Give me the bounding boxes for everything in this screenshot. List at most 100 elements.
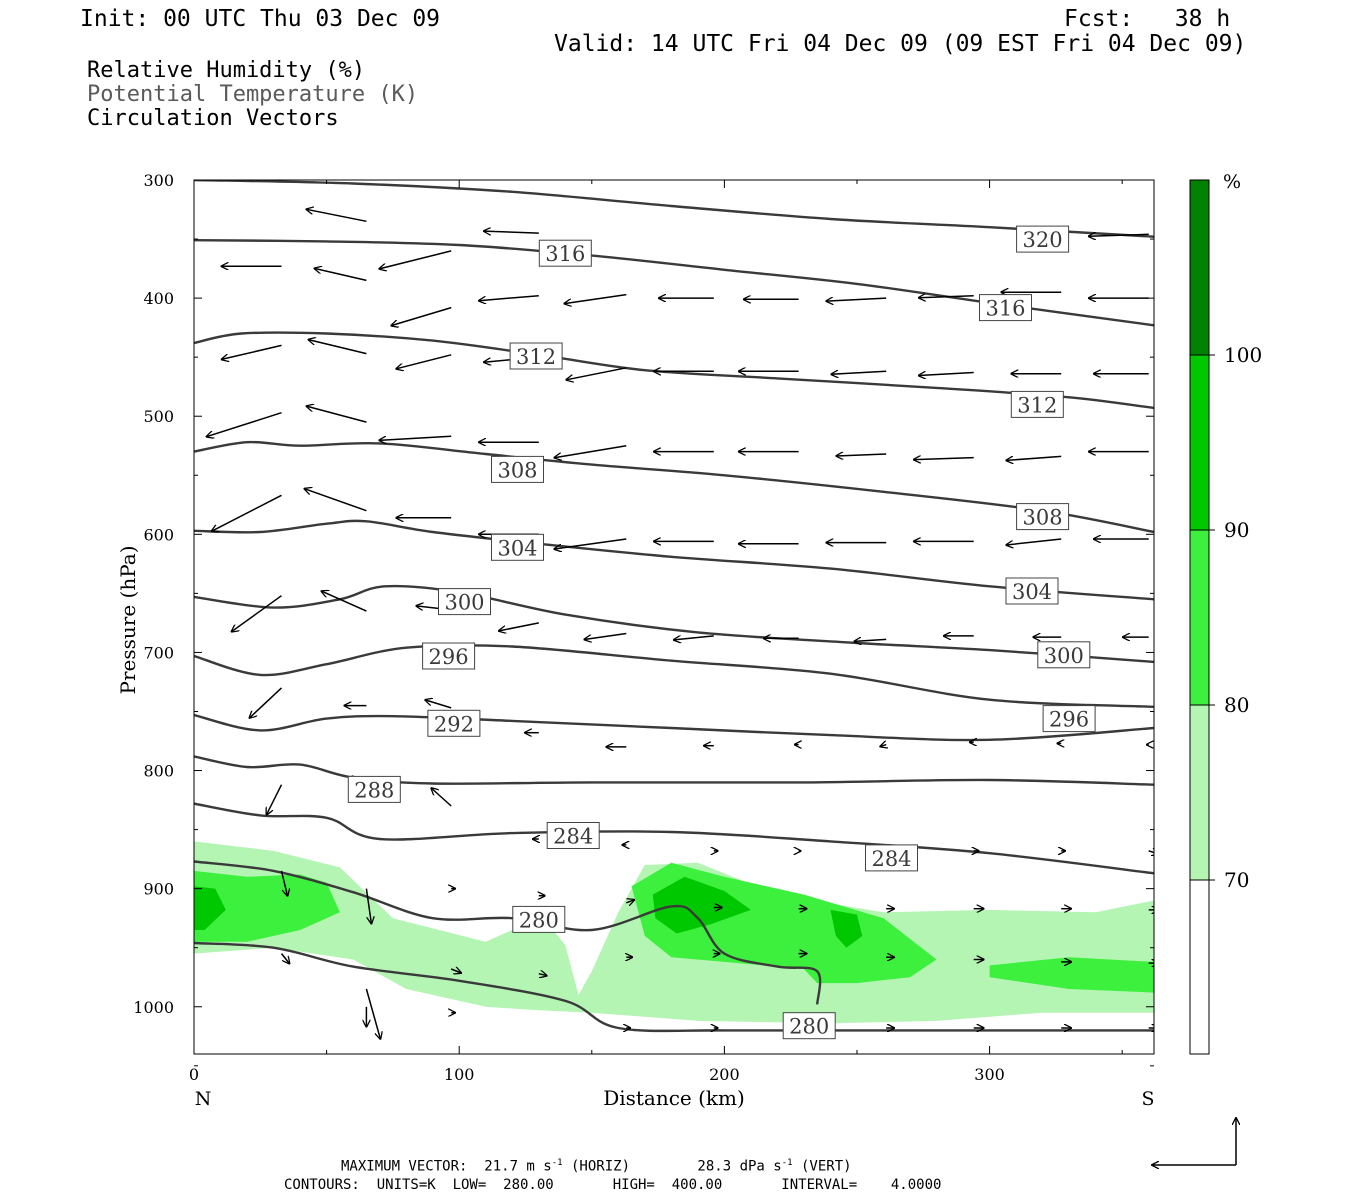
rh-shading <box>194 841 1154 1024</box>
colorbar-segment <box>1190 180 1209 355</box>
colorbar-unit: % <box>1223 171 1241 193</box>
x-tick-label: 200 <box>709 1065 740 1084</box>
svg-text:280: 280 <box>789 1015 829 1039</box>
legend-theta: Potential Temperature (K) <box>87 82 419 107</box>
axes: 300 400 500 600 700 800 900 1000 0 100 200 300 <box>133 171 1154 1084</box>
circulation-vector <box>232 595 282 632</box>
x-end-label-north: N <box>195 1088 212 1110</box>
colorbar-level-label: 80 <box>1224 693 1249 717</box>
contour-label: 296 <box>1042 705 1096 733</box>
circulation-vector <box>306 406 367 423</box>
contour-label: 308 <box>491 455 544 483</box>
theta-contour-288 <box>194 755 1154 786</box>
svg-text:304: 304 <box>1012 580 1052 604</box>
circulation-vector <box>379 250 452 269</box>
y-tick-label: 800 <box>143 762 174 781</box>
legend-rh: Relative Humidity (%) <box>87 58 366 83</box>
circulation-vector <box>826 298 887 301</box>
x-end-label-south: S <box>1141 1088 1154 1110</box>
theta-contour-296 <box>194 643 1154 708</box>
circulation-vector <box>306 209 367 223</box>
circulation-vector <box>308 340 367 355</box>
circulation-vector <box>1089 234 1149 236</box>
contour-label: 284 <box>865 844 918 872</box>
circulation-vector <box>314 268 367 282</box>
y-tick-label: 500 <box>143 407 174 426</box>
y-tick-label: 700 <box>143 643 174 662</box>
contour-label: 288 <box>347 775 401 803</box>
circulation-vector <box>564 293 627 304</box>
footer-contour-info: CONTOURS: UNITS=K LOW= 280.00 HIGH= 400.… <box>284 1177 942 1193</box>
colorbar-level-label: 70 <box>1224 868 1249 892</box>
contour-label: 296 <box>422 642 476 670</box>
y-tick-label: 600 <box>143 525 174 544</box>
theta-contour-308 <box>194 440 1154 534</box>
rh-region <box>989 957 1154 993</box>
rh-region <box>194 870 340 942</box>
svg-text:308: 308 <box>1023 506 1063 530</box>
circulation-vector <box>207 411 282 437</box>
x-axis-title: Distance (km) <box>603 1086 745 1110</box>
circulation-vector <box>919 373 974 376</box>
circulation-vector <box>391 306 452 326</box>
circulation-vector <box>479 294 539 301</box>
circulation-vector <box>280 870 288 896</box>
theta-contour-280 <box>194 860 822 1005</box>
legend-vectors: Circulation Vectors <box>87 106 339 131</box>
contour-label: 316 <box>979 294 1032 322</box>
circulation-vector <box>914 458 974 460</box>
contour-label: 292 <box>427 709 481 737</box>
circulation-vector <box>425 700 452 709</box>
contour-label: 316 <box>538 239 592 267</box>
contour-label: 280 <box>782 1012 836 1040</box>
contour-label: 308 <box>1016 503 1070 531</box>
circulation-vector <box>584 632 627 640</box>
contour-labels: 320 316 316 312 312 308 308 304 304 300 300 296 296 2… <box>347 225 1096 1040</box>
contour-label: 300 <box>1037 641 1091 669</box>
plot-frame <box>193 179 1155 1055</box>
contour-label: 280 <box>512 905 566 933</box>
svg-text:316: 316 <box>545 242 585 266</box>
svg-text:312: 312 <box>516 345 556 369</box>
contour-label: 320 <box>1016 225 1070 253</box>
circulation-vector <box>566 367 627 380</box>
init-time: Init: 00 UTC Thu 03 Dec 09 <box>80 6 441 32</box>
circulation-vector <box>396 354 452 369</box>
circulation-vector <box>365 988 380 1039</box>
svg-text:280: 280 <box>519 908 559 932</box>
theta-contour-300 <box>194 584 1154 664</box>
circulation-vector <box>674 635 714 640</box>
x-tick-label: 300 <box>974 1065 1005 1084</box>
svg-text:284: 284 <box>553 825 593 849</box>
circulation-vector <box>267 784 283 815</box>
colorbar-segment <box>1190 880 1209 1054</box>
circulation-vector <box>554 444 627 458</box>
svg-text:316: 316 <box>985 297 1025 321</box>
svg-text:292: 292 <box>434 712 474 736</box>
circulation-vector <box>280 953 290 964</box>
circulation-vector <box>304 489 367 512</box>
contour-label: 300 <box>438 588 491 616</box>
colorbar-level-label: 100 <box>1224 343 1262 367</box>
circulation-vector <box>484 231 539 233</box>
svg-text:320: 320 <box>1023 228 1063 252</box>
circulation-vector <box>626 900 634 903</box>
footer-max-vector: MAXIMUM VECTOR: 21.7 m s-1 (HORIZ) 28.3 … <box>341 1158 852 1175</box>
y-axis-title: Pressure (hPa) <box>116 546 140 695</box>
svg-text:296: 296 <box>429 645 469 669</box>
circulation-vector <box>831 371 887 374</box>
colorbar-level-label: 90 <box>1224 518 1249 542</box>
svg-text:300: 300 <box>444 591 484 615</box>
y-tick-label: 300 <box>143 171 174 190</box>
svg-text:288: 288 <box>354 778 394 802</box>
circulation-vector <box>919 296 974 298</box>
circulation-vector <box>450 969 461 973</box>
contour-label: 284 <box>546 822 600 849</box>
colorbar: 70 80 90 100 <box>1189 179 1262 1055</box>
theta-contour-284 <box>194 802 1154 875</box>
circulation-vector <box>836 454 887 456</box>
circulation-vector <box>854 639 887 641</box>
circulation-vector <box>1006 455 1062 460</box>
svg-text:304: 304 <box>497 536 537 560</box>
